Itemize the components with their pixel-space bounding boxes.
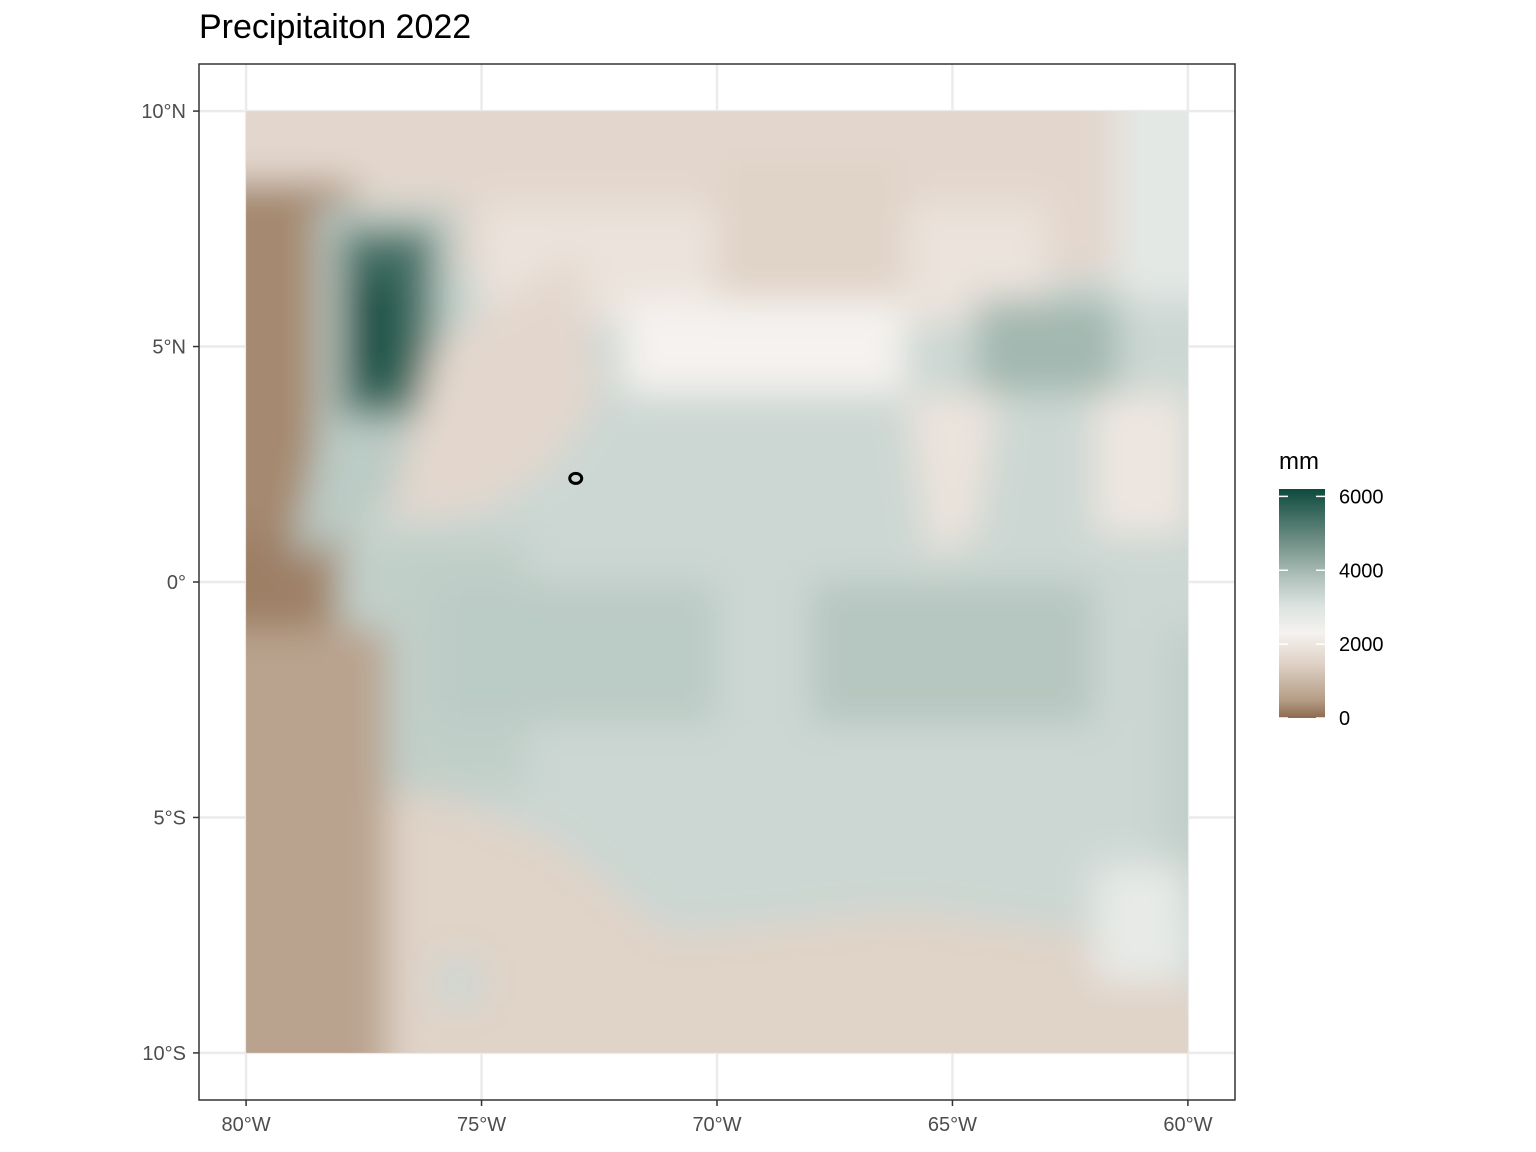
y-axis-tick-label: 10°S — [142, 1043, 186, 1065]
chart-title: Precipitaiton 2022 — [199, 8, 472, 46]
legend-title: mm — [1279, 448, 1319, 475]
y-axis-tick-label: 10°N — [141, 101, 186, 123]
y-axis-tick-label: 5°S — [154, 807, 186, 829]
x-axis-tick-label: 65°W — [928, 1114, 977, 1136]
legend-colorbar — [1279, 489, 1325, 718]
location-marker — [568, 471, 584, 485]
x-axis-tick-label: 80°W — [222, 1114, 271, 1136]
legend-break-label: 2000 — [1339, 634, 1384, 656]
x-axis-tick-label: 75°W — [457, 1114, 506, 1136]
legend-break-label: 6000 — [1339, 486, 1384, 508]
x-axis-tick-label: 60°W — [1163, 1114, 1212, 1136]
y-axis-tick-label: 5°N — [152, 337, 186, 359]
y-axis-tick-label: 0° — [167, 572, 186, 594]
legend-break-label: 4000 — [1339, 560, 1384, 582]
x-axis-tick-label: 70°W — [692, 1114, 741, 1136]
precipitation-raster — [246, 111, 1188, 1053]
legend-break-label: 0 — [1339, 708, 1350, 730]
